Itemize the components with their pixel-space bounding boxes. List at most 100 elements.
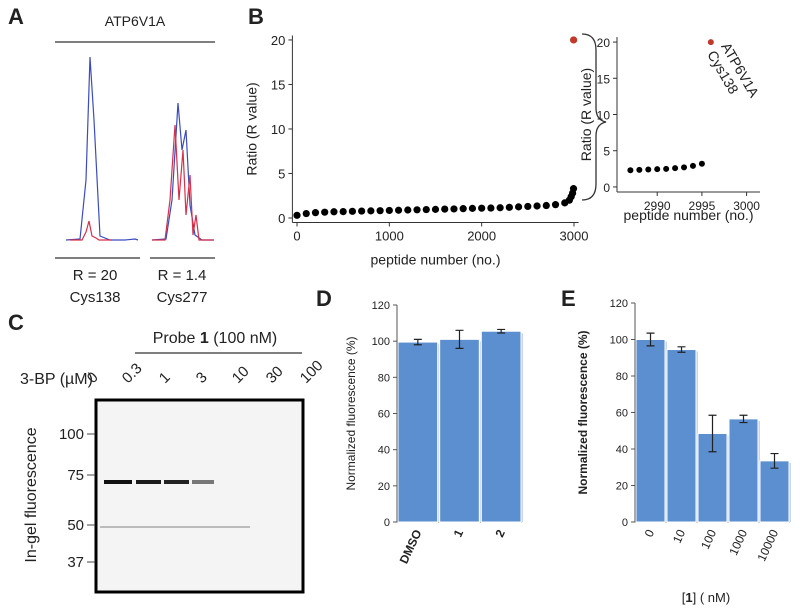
marker-label: 100 [59, 426, 84, 443]
chromatogram [65, 56, 214, 241]
y-tick-label: 0 [278, 211, 285, 226]
title-part: (100 nM) [209, 330, 277, 347]
error-bar [646, 332, 655, 347]
point [551, 201, 560, 209]
bar [635, 339, 666, 523]
point [689, 162, 696, 169]
y-tick-label: 0 [603, 181, 610, 195]
panel-a-title: ATP6V1A [105, 13, 166, 29]
point [404, 206, 412, 214]
y-tick-label: 60 [616, 408, 628, 420]
point [358, 207, 366, 215]
point [394, 206, 403, 214]
y-tick-label: 5 [278, 166, 285, 181]
x-tick-label: 3000 [560, 228, 589, 243]
point [627, 167, 634, 174]
point [311, 209, 320, 217]
lane-label: 100 [297, 357, 327, 387]
band [192, 480, 214, 484]
point [478, 204, 486, 212]
title-part: 1 [200, 330, 209, 347]
y-tick-label: 20 [616, 481, 628, 493]
error-bar [739, 414, 748, 424]
x-tick-label: 0 [642, 527, 658, 539]
y-tick-label: 0 [622, 517, 628, 529]
error-bar [677, 346, 686, 353]
point [321, 208, 329, 216]
x-tick-label: 100 [698, 527, 719, 551]
ratio-label: R = 20 [73, 267, 118, 284]
x-axis-label: peptide number (no.) [624, 207, 754, 223]
y-tick-label: 20 [271, 33, 285, 48]
point [505, 203, 513, 211]
y-tick-label: 40 [616, 444, 628, 456]
point [681, 164, 688, 171]
label-part: 1 [685, 590, 692, 605]
x-tick-label: 1000 [726, 527, 750, 557]
gel-ylabel: In-gel fluorescence [23, 427, 40, 562]
point [459, 205, 467, 213]
y-tick-label: 15 [597, 72, 611, 86]
brace [581, 33, 607, 201]
y-tick-label: 20 [378, 481, 390, 493]
band [164, 480, 189, 484]
point [496, 204, 504, 212]
point [450, 205, 458, 213]
lane-label: 1 [156, 369, 174, 387]
panel-label: E [561, 286, 576, 311]
error-bar [455, 329, 464, 349]
point [698, 160, 705, 167]
gel-bands [100, 480, 250, 528]
marker-label: 50 [67, 517, 84, 534]
error-bar [770, 452, 779, 469]
point [570, 36, 578, 44]
panel-label: A [8, 4, 24, 29]
band [136, 480, 161, 484]
x-tick-label: 10000 [754, 527, 781, 563]
y-tick-label: 120 [610, 298, 628, 310]
y-tick-label: 5 [603, 145, 610, 159]
point [514, 203, 523, 211]
point [376, 207, 384, 215]
y-tick-label: 80 [378, 372, 390, 384]
ratio-label: R = 1.4 [158, 267, 207, 284]
y-tick-label: 10 [271, 122, 285, 137]
site-label: Cys277 [157, 289, 208, 306]
point [533, 202, 541, 210]
y-axis-label: Ratio (R value) [243, 82, 259, 175]
x-tick-label: 0 [293, 228, 300, 243]
y-tick-label: 10 [597, 109, 611, 123]
point [367, 207, 375, 215]
y-tick-label: 40 [378, 445, 390, 457]
point [302, 209, 310, 218]
site-label: Cys138 [70, 289, 121, 306]
point [385, 206, 393, 215]
y-tick-label: 100 [610, 335, 628, 347]
marker-label: 75 [67, 467, 84, 484]
error-bar [413, 338, 422, 346]
y-tick-label: 15 [271, 77, 285, 92]
lane-label: 10 [229, 363, 253, 387]
label-part: [ [682, 590, 686, 605]
bar [759, 460, 790, 523]
point [645, 166, 652, 173]
x-tick-label: 3000 [733, 199, 760, 213]
x-tick-label: 2995 [689, 199, 716, 213]
y-tick-label: 120 [372, 300, 390, 312]
y-tick-label: 80 [616, 371, 628, 383]
label-part: ] ( nM) [693, 590, 731, 605]
point [330, 208, 338, 216]
panel-label: D [316, 286, 332, 311]
error-bar [497, 328, 506, 334]
bar [397, 341, 439, 523]
point [672, 165, 679, 172]
point [487, 204, 495, 212]
x-tick-label: 2 [492, 527, 508, 539]
point [431, 205, 440, 213]
bar [480, 330, 522, 523]
x-axis-label: [1] ( nM) [682, 590, 730, 605]
point [707, 39, 714, 46]
point [348, 207, 357, 215]
marker-label: 37 [67, 554, 84, 571]
